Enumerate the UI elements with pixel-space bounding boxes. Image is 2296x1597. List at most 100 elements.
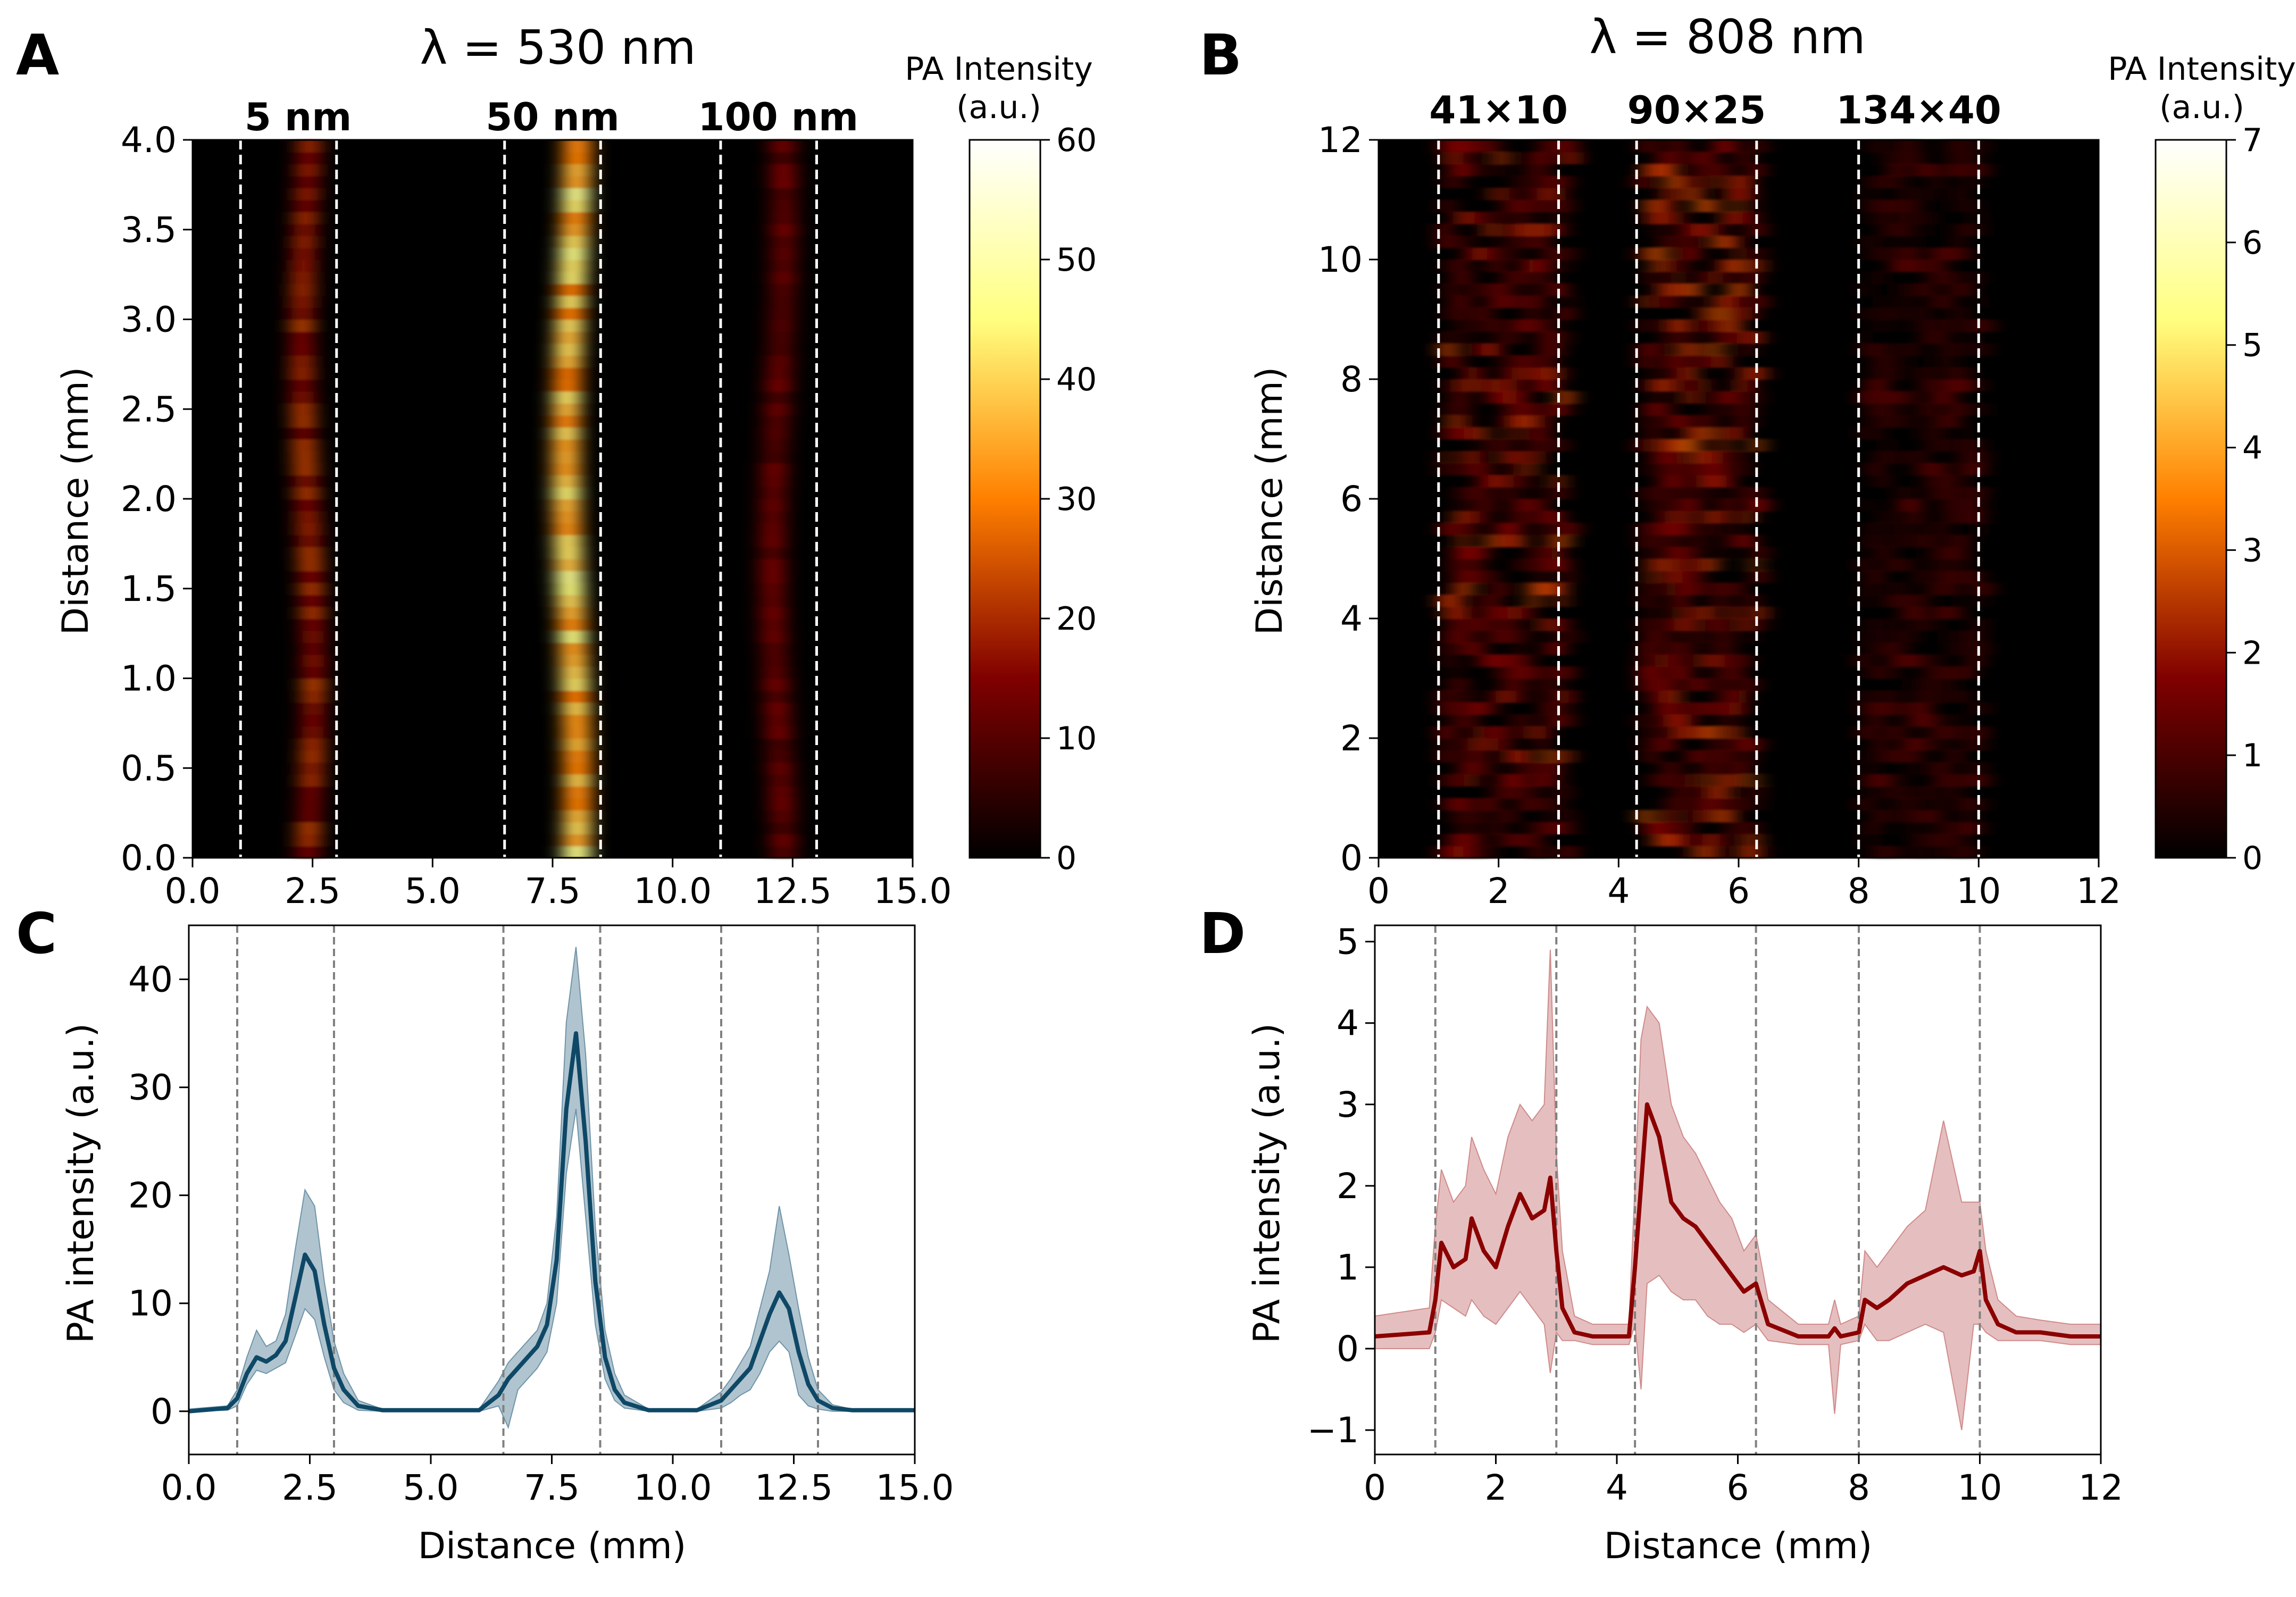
heatmap-cell xyxy=(1931,175,1936,188)
heatmap-cell xyxy=(1644,487,1650,499)
heatmap-cell xyxy=(1665,403,1671,416)
heatmap-cell xyxy=(772,223,796,236)
heatmap-cell xyxy=(1648,558,1660,571)
heatmap-cell xyxy=(1511,463,1521,475)
heatmap-cell xyxy=(1909,810,1916,823)
heatmap-cell xyxy=(769,319,794,332)
heatmap-cell xyxy=(1498,774,1512,787)
x-tick-label: 7.5 xyxy=(524,1467,580,1508)
heatmap-cell xyxy=(1469,702,1484,715)
heatmap-cell xyxy=(1929,260,1934,272)
heatmap-cell xyxy=(1737,846,1746,858)
panel-b: B λ = 808 nm 41×10 90×25 134×40 Distance… xyxy=(1199,10,2296,912)
panel-a-title: λ = 530 nm xyxy=(420,20,696,75)
heatmap-cell xyxy=(1529,499,1541,512)
heatmap-cell xyxy=(1964,846,1978,858)
y-tick-label: 4 xyxy=(1337,1003,1359,1044)
heatmap-cell xyxy=(1468,427,1479,440)
heatmap-cell xyxy=(1692,463,1704,475)
heatmap-cell xyxy=(1542,690,1549,703)
heatmap-cell xyxy=(1505,511,1517,523)
heatmap-cell xyxy=(1882,750,1891,763)
heatmap-cell xyxy=(1915,152,1925,164)
heatmap-cell xyxy=(1514,534,1522,547)
heatmap-cell xyxy=(1479,439,1485,451)
heatmap-cell xyxy=(772,236,796,248)
heatmap-cell xyxy=(1677,175,1684,188)
heatmap-cell xyxy=(1680,595,1689,607)
heatmap-cell xyxy=(1735,319,1741,332)
heatmap-cell xyxy=(1479,618,1487,631)
heatmap-cell xyxy=(1907,511,1914,523)
x-tick-label: 10.0 xyxy=(633,871,712,912)
heatmap-cell xyxy=(303,666,324,679)
heatmap-cell xyxy=(1666,738,1676,751)
heatmap-cell xyxy=(1669,690,1679,703)
heatmap-cell xyxy=(1900,188,1908,200)
heatmap-cell xyxy=(1725,427,1734,440)
heatmap-cell xyxy=(1875,714,1890,727)
heatmap-cell xyxy=(1680,331,1688,344)
heatmap-cell xyxy=(1756,367,1765,380)
heatmap-cell xyxy=(1902,247,1917,260)
heatmap-cell xyxy=(1443,355,1455,368)
colorbar-tick-label: 4 xyxy=(2242,430,2262,467)
heatmap-cell xyxy=(1439,236,1454,248)
heatmap-cell xyxy=(564,822,591,834)
heatmap-cell xyxy=(1694,487,1701,499)
heatmap-cell xyxy=(1705,199,1716,212)
heatmap-cell xyxy=(1561,571,1573,583)
y-tick-label: 1 xyxy=(1337,1247,1359,1288)
heatmap-cell xyxy=(1642,666,1655,679)
heatmap-cell xyxy=(1655,702,1667,715)
heatmap-cell xyxy=(1865,762,1874,775)
heatmap-cell xyxy=(1504,271,1513,284)
heatmap-cell xyxy=(1460,236,1473,248)
heatmap-cell xyxy=(1542,439,1551,451)
heatmap-cell xyxy=(1441,690,1448,703)
heatmap-cell xyxy=(1913,199,1924,212)
heatmap-cell xyxy=(1658,654,1666,667)
heatmap-cell xyxy=(1470,834,1482,847)
heatmap-cell xyxy=(1543,427,1549,440)
heatmap-cell xyxy=(1897,391,1910,404)
heatmap-cell xyxy=(1740,690,1745,703)
heatmap-cell xyxy=(1915,260,1926,272)
heatmap-cell xyxy=(1501,283,1510,296)
heatmap-cell xyxy=(1699,152,1708,164)
heatmap-cell xyxy=(1529,582,1540,595)
heatmap-cell xyxy=(1878,355,1885,368)
heatmap-cell xyxy=(1960,152,1970,164)
heatmap-cell xyxy=(1443,451,1449,464)
heatmap-cell xyxy=(293,260,314,272)
heatmap-cell xyxy=(1645,271,1655,284)
heatmap-cell xyxy=(1727,762,1736,775)
heatmap-cell xyxy=(1680,379,1689,392)
heatmap-cell xyxy=(1696,331,1702,344)
heatmap-cell xyxy=(1908,595,1916,607)
heatmap-cell xyxy=(1960,822,1972,834)
heatmap-cell xyxy=(762,642,787,655)
heatmap-cell xyxy=(1751,271,1757,284)
heatmap-cell xyxy=(1888,547,1895,559)
heatmap-cell xyxy=(1872,690,1885,703)
colorbar-ticks: 0 10 20 30 40 50 60 xyxy=(1040,122,1097,877)
heatmap-cell xyxy=(301,595,323,607)
heatmap-cell xyxy=(1933,260,1942,272)
heatmap-cell xyxy=(300,571,322,583)
heatmap-cell xyxy=(1730,260,1743,272)
heatmap-cell xyxy=(1490,571,1497,583)
heatmap-cell xyxy=(563,834,590,847)
heatmap-cell xyxy=(302,738,324,751)
heatmap-cell xyxy=(553,427,580,440)
x-tick-label: 2 xyxy=(1485,1467,1507,1508)
heatmap-cell xyxy=(296,188,318,200)
heatmap-cell xyxy=(1650,199,1663,212)
heatmap-cell xyxy=(1502,415,1517,428)
heatmap-cell xyxy=(1507,666,1519,679)
panel-label-b: B xyxy=(1199,23,1242,88)
heatmap-cell xyxy=(1935,175,1944,188)
heatmap-cell xyxy=(1719,463,1727,475)
heatmap-cell xyxy=(1691,499,1700,512)
heatmap-cell xyxy=(294,236,315,248)
